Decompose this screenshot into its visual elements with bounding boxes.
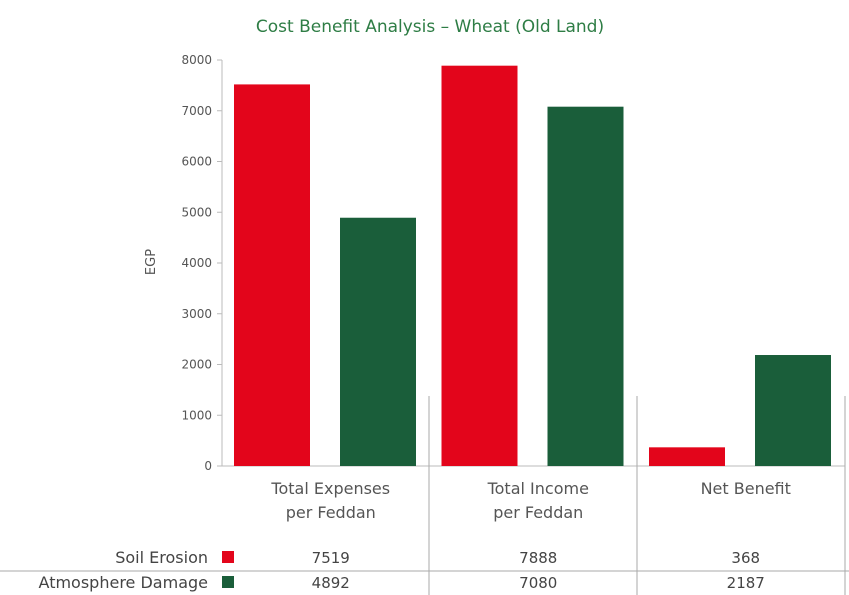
y-tick-label: 6000: [181, 155, 212, 169]
category-label: per Feddan: [286, 503, 376, 522]
data-value: 368: [731, 549, 760, 567]
y-tick-label: 5000: [181, 205, 212, 219]
data-table: Total Expenses per Feddan Total Income per …: [0, 396, 849, 595]
bar: [340, 217, 416, 466]
category-label: Net Benefit: [701, 479, 791, 498]
y-tick-label: 3000: [181, 307, 212, 321]
y-axis-ticks: 0 1000 2000 3000 4000 5000 6000 7000 8000: [181, 53, 223, 473]
y-tick-label: 0: [204, 459, 212, 473]
data-value: 7888: [519, 549, 557, 567]
chart-title: Cost Benefit Analysis – Wheat (Old Land): [256, 17, 604, 37]
y-axis-label: EGP: [144, 249, 159, 275]
y-tick-label: 2000: [181, 358, 212, 372]
bar: [441, 65, 518, 467]
category-label: Total Income: [487, 479, 589, 498]
category-label: Total Expenses: [270, 479, 390, 498]
legend-swatch: [222, 576, 234, 588]
legend-label: Soil Erosion: [115, 548, 208, 567]
data-value: 4892: [312, 574, 350, 592]
bar: [234, 84, 310, 466]
y-tick-label: 4000: [181, 256, 212, 270]
category-label: per Feddan: [493, 503, 583, 522]
y-tick-label: 8000: [181, 53, 212, 67]
legend-label: Atmosphere Damage: [39, 573, 208, 592]
data-value: 2187: [727, 574, 765, 592]
y-tick-label: 7000: [181, 104, 212, 118]
bar: [547, 106, 624, 466]
data-value: 7519: [312, 549, 350, 567]
plot-area: [222, 65, 845, 467]
bar: [755, 355, 831, 466]
data-value: 7080: [519, 574, 557, 592]
bar: [649, 447, 725, 466]
y-tick-label: 1000: [181, 408, 212, 422]
legend-swatch: [222, 551, 234, 563]
